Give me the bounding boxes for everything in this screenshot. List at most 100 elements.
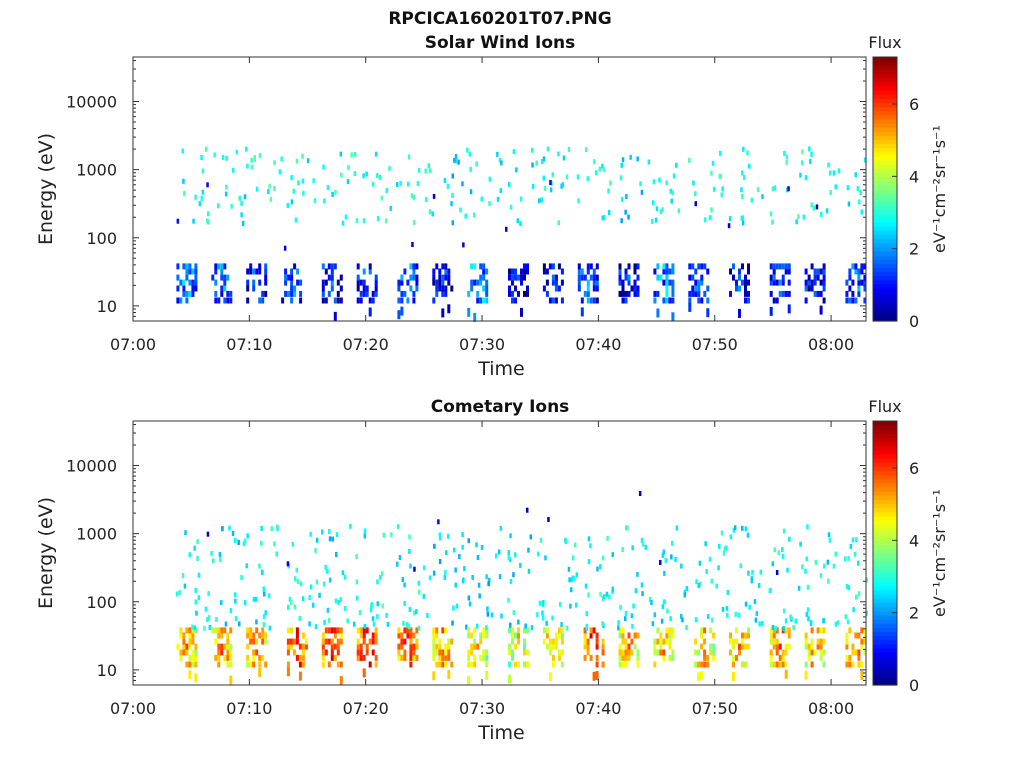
heatmap-cell: [729, 649, 732, 656]
heatmap-cell: [370, 603, 373, 609]
heatmap-cell: [288, 596, 292, 602]
heatmap-cell: [284, 274, 288, 281]
heatmap-cell: [665, 638, 669, 645]
heatmap-cell: [863, 632, 867, 639]
colorbar-segment: [873, 565, 897, 571]
heatmap-cell: [781, 649, 785, 656]
heatmap-cell: [694, 638, 698, 645]
heatmap-cell: [359, 279, 363, 286]
heatmap-cell: [781, 274, 785, 281]
heatmap-cell: [668, 638, 672, 645]
heatmap-cell: [475, 161, 478, 167]
heatmap-cell: [185, 274, 189, 281]
heatmap-cell: [252, 649, 256, 656]
colorbar-segment: [873, 577, 897, 583]
heatmap-cell: [834, 621, 838, 627]
heatmap-cell: [658, 177, 661, 183]
heatmap-cell: [188, 661, 192, 668]
heatmap-cell: [336, 643, 340, 650]
heatmap-cell: [688, 297, 692, 304]
colorbar-segment: [873, 180, 897, 186]
heatmap-cell: [428, 575, 432, 581]
heatmap-cell: [592, 297, 596, 304]
heatmap-cell: [560, 627, 564, 634]
heatmap-cell: [662, 549, 665, 555]
figure-title: RPCICA160201T07.PNG: [388, 9, 611, 29]
heatmap-cell: [359, 654, 363, 661]
heatmap-cell: [784, 661, 788, 668]
heatmap-cell: [857, 560, 860, 566]
heatmap-cell: [699, 581, 702, 587]
heatmap-cell: [683, 589, 687, 595]
heatmap-cell: [577, 198, 580, 204]
heatmap-cell: [651, 621, 655, 627]
heatmap-cell: [339, 661, 343, 668]
heatmap-cell: [583, 638, 587, 645]
heatmap-cell: [844, 556, 847, 562]
heatmap-cell: [697, 661, 701, 668]
heatmap-cell: [629, 154, 632, 160]
heatmap-cell: [523, 661, 526, 668]
heatmap-cell: [363, 623, 367, 629]
heatmap-cell: [577, 263, 581, 270]
x-tick-label: 07:30: [459, 699, 505, 718]
heatmap-cell: [508, 290, 511, 297]
heatmap-cell: [217, 654, 221, 661]
heatmap-cell: [264, 661, 268, 668]
heatmap-cell: [444, 643, 448, 650]
heatmap-cell: [301, 596, 305, 602]
heatmap-cell: [721, 606, 725, 612]
heatmap-cell: [397, 643, 401, 650]
heatmap-cell: [406, 622, 409, 628]
heatmap-cell: [217, 203, 220, 209]
heatmap-cell: [804, 279, 808, 286]
heatmap-cell: [411, 242, 414, 247]
heatmap-cell: [446, 183, 450, 189]
colorbar-segment: [873, 520, 897, 525]
heatmap-cell: [362, 632, 366, 639]
heatmap-cell: [267, 189, 270, 195]
heatmap-cell: [586, 638, 590, 645]
heatmap-cell: [732, 661, 735, 668]
heatmap-cell: [220, 285, 224, 292]
heatmap-cell: [356, 649, 360, 656]
heatmap-cell: [648, 597, 652, 602]
heatmap-cell: [633, 263, 637, 270]
heatmap-cell: [517, 619, 520, 625]
heatmap-cell: [188, 627, 192, 634]
heatmap-cell: [295, 654, 299, 661]
heatmap-cell: [805, 556, 808, 562]
heatmap-cell: [182, 290, 186, 297]
heatmap-cell: [592, 268, 596, 275]
heatmap-cell: [210, 551, 213, 556]
heatmap-cell: [511, 649, 514, 656]
heatmap-cell: [284, 279, 288, 286]
heatmap-cell: [188, 643, 192, 650]
heatmap-cell: [706, 285, 710, 292]
heatmap-cell: [819, 268, 823, 275]
heatmap-cell: [659, 274, 663, 281]
y-tick-label: 10000: [66, 457, 117, 476]
heatmap-cell: [531, 183, 535, 189]
heatmap-cell: [476, 290, 480, 297]
heatmap-cell: [293, 263, 297, 270]
heatmap-cell: [741, 661, 744, 668]
heatmap-cell: [586, 268, 590, 275]
heatmap-cell: [685, 625, 688, 631]
heatmap-cell: [482, 297, 486, 304]
heatmap-cell: [397, 649, 401, 656]
heatmap-cell: [810, 627, 814, 634]
heatmap-cell: [561, 182, 565, 188]
heatmap-cell: [333, 627, 337, 634]
heatmap-cell: [412, 194, 416, 200]
colorbar-segment: [873, 242, 897, 248]
heatmap-cell: [214, 654, 218, 661]
heatmap-cell: [451, 173, 455, 179]
heatmap-cell: [545, 632, 549, 639]
heatmap-cell: [782, 608, 786, 614]
heatmap-cell: [592, 274, 596, 281]
heatmap-cell: [188, 290, 192, 297]
heatmap-cell: [726, 590, 730, 595]
heatmap-cell: [851, 643, 855, 650]
heatmap-cell: [223, 263, 227, 270]
